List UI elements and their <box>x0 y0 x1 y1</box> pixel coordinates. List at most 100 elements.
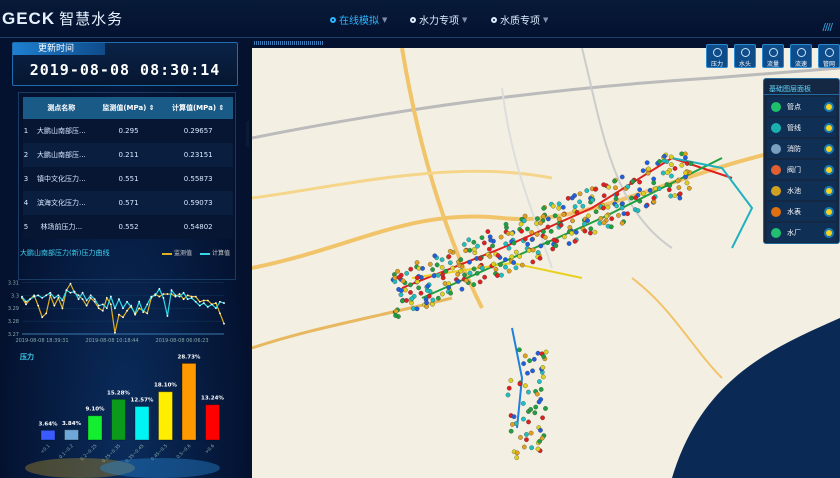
nav-label: 水质专项 <box>500 16 540 27</box>
map-node <box>686 185 692 191</box>
map-view[interactable] <box>252 48 840 478</box>
layer-item[interactable]: 管线 <box>767 118 836 137</box>
map-node <box>601 193 607 199</box>
layer-item[interactable]: 水厂 <box>767 223 836 242</box>
y-tick-label: 3.3 <box>11 293 19 299</box>
table-row[interactable]: 2 大鹏山南部压... 0.211 0.23151 <box>23 143 233 167</box>
legend-swatch <box>200 252 211 255</box>
map-node <box>533 404 539 410</box>
road <box>400 48 484 309</box>
table-row[interactable]: 1 大鹏山南部压... 0.295 0.29657 <box>23 119 233 143</box>
col-computed[interactable]: 计算值(MPa) ⇕ <box>163 97 233 119</box>
map-tool-2[interactable]: 流量 <box>762 44 784 68</box>
data-point <box>85 299 88 302</box>
map-node <box>517 254 522 259</box>
map-node <box>560 204 566 210</box>
layer-label: 水池 <box>787 186 801 195</box>
layer-toggle[interactable] <box>826 103 832 110</box>
row-measured: 0.571 <box>93 191 164 215</box>
map-node <box>521 444 527 450</box>
map-node <box>677 191 683 197</box>
data-point <box>65 289 68 292</box>
map-node <box>619 205 625 211</box>
map-node <box>657 159 662 164</box>
data-point <box>69 291 72 294</box>
map-node <box>474 270 480 276</box>
legend-swatch <box>162 252 172 255</box>
bar <box>205 404 220 441</box>
data-point <box>29 298 31 301</box>
pressure-bar-chart: 3.64%<0.13.84%0.1~0.29.10%0.2~0.2515.28%… <box>25 354 224 478</box>
location-pin-icon <box>410 16 416 23</box>
data-point <box>93 298 96 301</box>
layer-toggle[interactable] <box>826 187 832 194</box>
pipe-line <box>511 327 524 429</box>
row-computed: 0.54802 <box>163 215 233 239</box>
layer-item[interactable]: 管点 <box>767 97 836 116</box>
map-node <box>467 270 473 276</box>
map-node <box>462 272 467 278</box>
map-node <box>592 229 598 235</box>
map-node <box>572 238 578 244</box>
map-node <box>430 267 435 272</box>
row-index: 1 <box>23 119 29 143</box>
map-node <box>487 234 493 240</box>
data-point <box>206 299 209 302</box>
bar-value-label: 3.84% <box>62 421 82 427</box>
map-node <box>503 241 509 247</box>
layer-toggle[interactable] <box>826 145 832 152</box>
nav-water-quality[interactable]: 水质专项 ▼ <box>491 12 548 27</box>
legend-computed[interactable]: 计算值 <box>200 248 230 257</box>
table-row[interactable]: 3 镇中文化压力... 0.551 0.55873 <box>23 167 233 191</box>
layer-toggle[interactable] <box>826 124 832 131</box>
map-tool-0[interactable]: 压力 <box>706 44 728 68</box>
table-row[interactable]: 4 滨海文化压力... 0.571 0.59073 <box>23 191 233 215</box>
map-node <box>516 347 522 353</box>
nav-hydraulic[interactable]: 水力专项 ▼ <box>410 12 467 27</box>
table-row[interactable]: 5 林场前压力... 0.552 0.54802 <box>23 215 233 239</box>
map-node <box>471 266 477 272</box>
map-node <box>605 204 611 210</box>
map-node <box>561 212 567 217</box>
map-node <box>518 435 523 440</box>
layer-toggle[interactable] <box>826 208 832 215</box>
row-measured: 0.551 <box>93 167 164 191</box>
layer-label: 水表 <box>787 207 801 216</box>
map-node <box>535 350 541 356</box>
layer-item[interactable]: 阀门 <box>767 160 836 179</box>
map-node <box>556 201 562 207</box>
data-point <box>182 298 185 301</box>
layer-item[interactable]: 水表 <box>767 202 836 221</box>
layer-item[interactable]: 水池 <box>767 181 836 200</box>
map-node <box>505 392 511 398</box>
nav-online-simulation[interactable]: 在线模拟 ▼ <box>330 12 387 27</box>
tool-label: 压力 <box>710 61 723 68</box>
map-node <box>430 297 436 303</box>
data-point <box>223 322 225 325</box>
map-node <box>475 243 480 249</box>
map-node <box>534 391 540 397</box>
map-node <box>582 228 588 234</box>
map-node <box>529 445 534 451</box>
bar <box>111 398 126 441</box>
map-node <box>495 253 501 258</box>
map-tool-4[interactable]: 管网 <box>818 44 840 68</box>
map-node <box>524 432 529 437</box>
map-tool-3[interactable]: 流速 <box>790 44 812 68</box>
col-measured[interactable]: 监测值(MPa) ⇕ <box>93 97 164 119</box>
legend-label: 计算值 <box>212 250 231 257</box>
logo: GECK 智慧水务 <box>2 8 123 29</box>
data-point <box>37 304 40 307</box>
map-node <box>558 222 564 228</box>
table-scrollbar[interactable] <box>246 121 249 147</box>
map-tool-1[interactable]: 水头 <box>734 44 756 68</box>
map-node <box>506 385 512 391</box>
legend-measured[interactable]: 监测值 <box>162 248 192 257</box>
map-canvas[interactable] <box>252 48 840 478</box>
layer-item[interactable]: 消防 <box>767 139 836 158</box>
layer-toggle[interactable] <box>826 229 832 236</box>
pipe-line <box>421 157 723 299</box>
map-node <box>545 224 551 230</box>
map-node <box>482 274 487 280</box>
layer-toggle[interactable] <box>826 166 832 173</box>
